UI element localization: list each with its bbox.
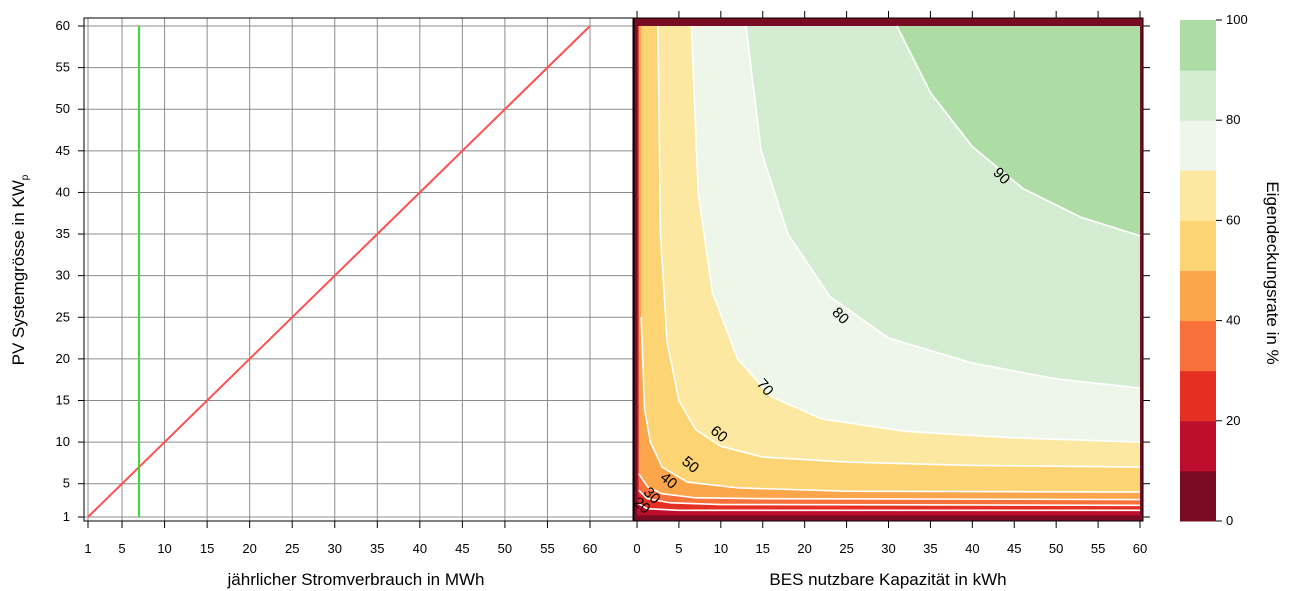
- left-x-axis-title: jährlicher Stromverbrauch in MWh: [227, 570, 485, 589]
- x-tick-label: 30: [328, 541, 342, 556]
- colorbar-swatch-50: [1180, 220, 1216, 271]
- x-tick-label: 15: [200, 541, 214, 556]
- colorbar-swatch-30: [1180, 320, 1216, 372]
- colorbar-tick-label: 100: [1226, 12, 1248, 27]
- y-tick-label: 55: [56, 60, 70, 75]
- colorbar-swatches: [1180, 20, 1216, 522]
- colorbar-swatch-70: [1180, 120, 1216, 171]
- y-tick-label: 30: [56, 268, 70, 283]
- x-tick-label: 60: [583, 541, 597, 556]
- x-tick-label: 50: [1049, 541, 1063, 556]
- colorbar-tick-label: 40: [1226, 313, 1240, 328]
- x-tick-label: 30: [881, 541, 895, 556]
- x-tick-label: 1: [84, 541, 91, 556]
- heatmap-band-90-100: [896, 26, 1140, 236]
- x-tick-label: 55: [540, 541, 554, 556]
- contour-line-80: [745, 25, 1141, 389]
- x-tick-label: 5: [118, 541, 125, 556]
- y-tick-label: 35: [56, 226, 70, 241]
- x-tick-label: 20: [242, 541, 256, 556]
- right-side-ticks: [1143, 25, 1150, 518]
- contour-line-60: [657, 25, 1141, 468]
- series-line-diagonal: [87, 25, 591, 518]
- colorbar-swatch-80: [1180, 70, 1216, 121]
- colorbar-swatch-90: [1180, 20, 1216, 71]
- y-tick-label: 5: [63, 476, 70, 491]
- contour-line-90: [896, 25, 1141, 237]
- left-lines: [87, 25, 591, 518]
- contour-lines: [638, 25, 1141, 512]
- y-tick-label: 25: [56, 309, 70, 324]
- x-tick-label: 5: [675, 541, 682, 556]
- colorbar-tick-label: 60: [1226, 212, 1240, 227]
- contour-line-40: [638, 473, 1141, 501]
- right-x-axis-title: BES nutzbare Kapazität in kWh: [769, 570, 1006, 589]
- contour-line-70: [690, 25, 1141, 443]
- colorbar-tick-label: 20: [1226, 413, 1240, 428]
- colorbar-swatch-0: [1180, 470, 1216, 522]
- colorbar-tick-label: 80: [1226, 112, 1240, 127]
- x-tick-label: 40: [965, 541, 979, 556]
- x-tick-label: 35: [370, 541, 384, 556]
- left-plot-frame: [83, 17, 634, 522]
- x-tick-label: 15: [756, 541, 770, 556]
- colorbar-tick-label: 0: [1226, 513, 1233, 528]
- y-tick-label: 1: [63, 509, 70, 524]
- x-tick-label: 55: [1091, 541, 1105, 556]
- right-x-axis: 0 5 10 15 20 25 30 35 40 45 50 55 60: [633, 521, 1147, 556]
- left-plot-background: [84, 18, 633, 521]
- x-tick-label: 40: [413, 541, 427, 556]
- y-tick-label: 40: [56, 184, 70, 199]
- y-tick-label: 20: [56, 351, 70, 366]
- colorbar-swatch-10: [1180, 420, 1216, 472]
- x-tick-label: 45: [455, 541, 469, 556]
- y-tick-label: 50: [56, 101, 70, 116]
- heatmap-bands: [634, 18, 1143, 521]
- left-y-axis-title: PV Systemgrösse in KWp: [9, 174, 31, 365]
- colorbar-swatch-20: [1180, 370, 1216, 422]
- left-x-axis: 1 5 10 15 20 25 30 35 40 45 50 55 60: [84, 521, 597, 556]
- contour-label-60: 60: [707, 422, 731, 446]
- x-tick-label: 35: [923, 541, 937, 556]
- contour-line-50: [640, 317, 1141, 493]
- colorbar-title: Eigendeckungsrate in %: [1263, 181, 1282, 364]
- colorbar-ticks: 0 20 40 60 80 100: [1216, 12, 1248, 528]
- y-tick-label: 15: [56, 392, 70, 407]
- left-y-axis-title-subscript: p: [20, 174, 31, 180]
- y-tick-label: 45: [56, 143, 70, 158]
- x-tick-label: 10: [157, 541, 171, 556]
- x-tick-label: 45: [1007, 541, 1021, 556]
- x-tick-label: 25: [839, 541, 853, 556]
- x-tick-label: 50: [498, 541, 512, 556]
- x-tick-label: 0: [633, 541, 640, 556]
- x-tick-label: 20: [797, 541, 811, 556]
- left-grid: [84, 18, 633, 521]
- x-tick-label: 10: [714, 541, 728, 556]
- colorbar-swatch-40: [1180, 270, 1216, 322]
- colorbar: 0 20 40 60 80 100 Eigendeckungsrate in %: [1180, 12, 1282, 528]
- contour-line-20: [638, 502, 1140, 512]
- y-tick-label: 60: [56, 18, 70, 33]
- colorbar-swatch-60: [1180, 170, 1216, 221]
- x-tick-label: 25: [285, 541, 299, 556]
- y-tick-label: 10: [56, 434, 70, 449]
- contour-line-30: [638, 489, 1141, 507]
- x-tick-label: 60: [1133, 541, 1147, 556]
- right-top-ticks: [636, 11, 1141, 18]
